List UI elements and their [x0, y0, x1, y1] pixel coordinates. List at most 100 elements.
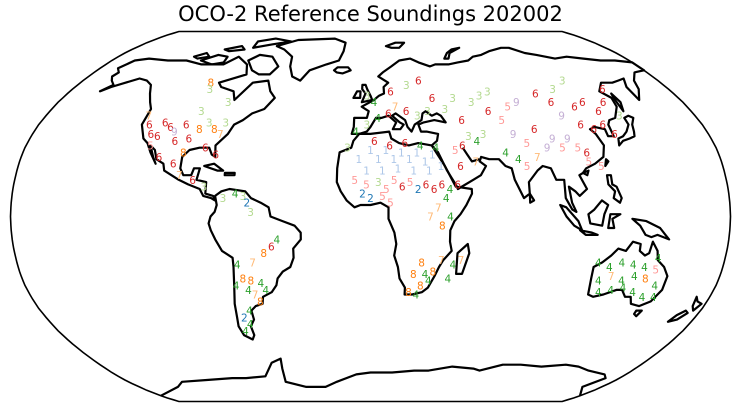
sounding-marker: 5	[391, 175, 398, 187]
sounding-marker: 4	[371, 97, 378, 109]
sounding-marker: 7	[534, 152, 541, 164]
sounding-marker: 8	[260, 248, 267, 260]
sounding-marker: 3	[220, 193, 227, 205]
sounding-marker: 4	[515, 154, 522, 166]
sounding-marker: 8	[180, 147, 187, 159]
sounding-marker: 1	[355, 154, 362, 166]
sounding-marker: 1	[375, 154, 382, 166]
sounding-marker: 6	[458, 115, 465, 127]
sounding-marker: 6	[403, 106, 410, 118]
sounding-marker: 1	[406, 154, 413, 166]
sounding-marker: 4	[447, 212, 454, 224]
sounding-marker: 4	[629, 287, 636, 299]
sounding-marker: 7	[435, 202, 442, 214]
sounding-marker: 3	[414, 111, 421, 123]
sounding-marker: 8	[430, 267, 437, 279]
coastline-novaya-zemlya	[443, 46, 461, 60]
sounding-marker: 6	[387, 86, 394, 98]
sounding-marker: 9	[564, 134, 571, 146]
sounding-marker: 3	[247, 207, 254, 219]
sounding-marker: 6	[385, 108, 392, 120]
map-title: OCO-2 Reference Soundings 202002	[178, 2, 563, 26]
sounding-marker: 8	[439, 221, 446, 233]
sounding-marker: 3	[198, 106, 205, 118]
sounding-marker: 6	[532, 89, 539, 101]
sounding-marker: 4	[474, 136, 481, 148]
sounding-marker: 6	[154, 131, 161, 143]
coastline-eurasia	[350, 46, 646, 213]
coastline-hainan	[581, 169, 590, 177]
sounding-marker: 3	[403, 80, 410, 92]
sounding-marker: 3	[424, 106, 431, 118]
coastline-british-isles	[360, 83, 374, 104]
coastline-hispaniola	[223, 171, 236, 177]
sounding-marker: 4	[425, 276, 432, 288]
coastline-madagascar	[455, 242, 471, 275]
sounding-marker: 6	[577, 120, 584, 132]
sounding-marker: 4	[655, 253, 662, 265]
coastline-philippines	[605, 174, 623, 204]
sounding-marker: 1	[413, 147, 420, 159]
coastlines	[98, 37, 703, 397]
coastline-greenland	[275, 37, 347, 82]
coastline-banks-island	[192, 51, 211, 60]
sounding-marker: 5	[379, 191, 386, 203]
sounding-marker: 6	[583, 147, 590, 159]
sounding-marker: 8	[196, 124, 203, 136]
sounding-marker: 5	[498, 115, 505, 127]
sounding-marker: 2	[241, 312, 248, 324]
sounding-marker: 6	[172, 136, 179, 148]
sounding-marker: 4	[607, 285, 614, 297]
sounding-marker: 6	[189, 175, 196, 187]
coastline-arabia-gulf	[461, 147, 480, 163]
coastline-south-america	[207, 187, 302, 341]
sounding-marker: 1	[391, 154, 398, 166]
sounding-marker: 9	[513, 97, 520, 109]
sounding-marker: 8	[208, 78, 215, 90]
sounding-marker: 8	[239, 273, 246, 285]
coastline-svalbard	[384, 41, 406, 49]
sounding-marker: 2	[367, 193, 374, 205]
sounding-marker: 6	[531, 124, 538, 136]
sounding-marker: 1	[383, 145, 390, 157]
sounding-marker: 6	[548, 97, 555, 109]
sounding-marker: 1	[429, 150, 436, 162]
sounding-marker: 7	[458, 255, 465, 267]
sounding-marker: 5	[351, 175, 358, 187]
sounding-marker: 5	[575, 143, 582, 155]
sounding-marker: 7	[427, 212, 434, 224]
sounding-marker: 9	[558, 111, 565, 123]
coastline-java	[579, 229, 599, 236]
sounding-marker: 6	[185, 134, 192, 146]
sounding-marker: 3	[200, 182, 207, 194]
coastline-iceland	[332, 66, 352, 75]
sounding-marker: 1	[422, 156, 429, 168]
sounding-marker: 8	[418, 257, 425, 269]
sounding-marker: 7	[608, 271, 615, 283]
sounding-marker: 6	[431, 184, 438, 196]
sounding-marker: 5	[363, 179, 370, 191]
coastline-antarctica	[160, 357, 607, 397]
sounding-marker: 4	[606, 262, 613, 274]
sounding-marker: 3	[363, 120, 370, 132]
sounding-marker: 6	[415, 76, 422, 88]
sounding-marker: 4	[447, 184, 454, 196]
coastline-north-america	[98, 55, 276, 202]
sounding-marker: 4	[443, 193, 450, 205]
sounding-marker: 6	[212, 150, 219, 162]
sounding-marker: 6	[162, 117, 169, 129]
coastline-new-zealand-n	[691, 295, 703, 312]
sounding-marker: 3	[225, 97, 232, 109]
sounding-marker: 6	[485, 106, 492, 118]
sounding-marker: 5	[586, 156, 593, 168]
sounding-marker: 8	[410, 269, 417, 281]
sounding-marker: 6	[202, 143, 209, 155]
sounding-marker: 9	[544, 143, 551, 155]
sounding-marker: 6	[386, 140, 393, 152]
sounding-marker: 8	[405, 287, 412, 299]
sounding-marker: 3	[441, 104, 448, 116]
sounding-marker: 3	[465, 131, 472, 143]
sounding-marker: 5	[452, 145, 459, 157]
sounding-marker: 6	[599, 120, 606, 132]
